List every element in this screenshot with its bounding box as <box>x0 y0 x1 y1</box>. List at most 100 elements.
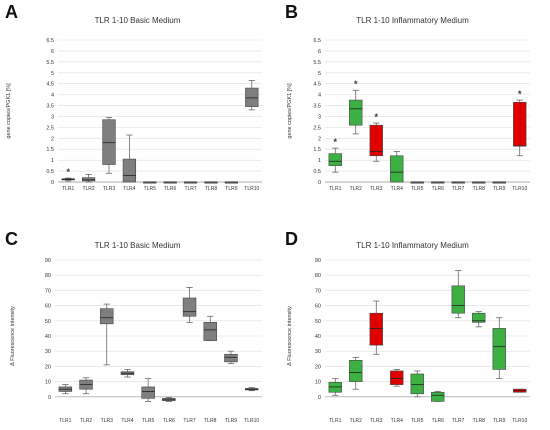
box-rect <box>431 391 445 402</box>
box-tlr2 <box>349 89 363 135</box>
y-tick-label: 1.5 <box>313 147 321 153</box>
y-tick-label: 4 <box>51 93 54 99</box>
chart-title: TLR 1-10 Basic Medium <box>95 241 181 250</box>
box-tlr1 <box>58 384 73 395</box>
panel-d: D TLR 1-10 Inflammatory Medium Δ Fluoresc… <box>275 215 550 430</box>
y-axis-label: Δ Fluorescence intensity <box>10 306 16 366</box>
x-tick-label: TLR10 <box>512 186 527 192</box>
x-tick-label: TLR7 <box>452 186 464 192</box>
panel-a: A TLR 1-10 Basic Medium gene copies/PGK1 … <box>0 0 275 215</box>
x-tick-label: TLR6 <box>164 186 176 192</box>
box-tlr9 <box>224 181 239 184</box>
box-tlr10 <box>244 387 259 392</box>
y-tick-label: 40 <box>45 334 51 340</box>
box-rect <box>203 322 217 341</box>
box-rect <box>100 308 114 325</box>
y-tick-label: 20 <box>315 364 321 370</box>
x-tick-label: TLR4 <box>121 418 133 424</box>
y-tick-label: 1.5 <box>46 147 54 153</box>
y-tick-label: 5.5 <box>313 60 321 66</box>
significance-star: * <box>518 89 522 99</box>
chart-a: TLR 1-10 Basic Medium gene copies/PGK1 [%… <box>6 16 262 192</box>
y-tick-label: 3.5 <box>313 104 321 110</box>
x-tick-label: TLR9 <box>493 186 505 192</box>
y-tick-label: 5 <box>318 71 321 77</box>
chart-d: TLR 1-10 Inflammatory Medium Δ Fluorescen… <box>287 241 530 424</box>
box-rect <box>349 99 363 126</box>
x-tick-label: TLR4 <box>123 186 135 192</box>
box-tlr2 <box>81 174 96 183</box>
chart-title: TLR 1-10 Basic Medium <box>95 16 181 25</box>
box-tlr8 <box>203 315 217 341</box>
x-tick-label: TLR5 <box>411 418 423 424</box>
y-tick-label: 10 <box>45 380 51 386</box>
box-tlr3 <box>369 300 383 355</box>
x-tick-label: TLR10 <box>244 186 259 192</box>
x-tick-label: TLR3 <box>103 186 115 192</box>
x-tick-label: TLR5 <box>142 418 154 424</box>
y-tick-label: 30 <box>315 349 321 355</box>
box-rect <box>492 328 506 370</box>
box-tlr4 <box>390 151 404 183</box>
y-tick-label: 2.5 <box>313 125 321 131</box>
significance-star: * <box>66 167 70 177</box>
y-tick-label: 40 <box>315 334 321 340</box>
box-tlr2 <box>349 356 363 390</box>
x-tick-label: TLR10 <box>244 418 259 424</box>
x-tick-label: TLR8 <box>473 186 485 192</box>
panel-label: C <box>5 229 18 249</box>
box-rect <box>390 370 404 385</box>
y-tick-label: 0 <box>48 395 51 401</box>
y-tick-label: 5 <box>51 71 54 77</box>
box-rect <box>349 360 363 382</box>
y-tick-label: 2 <box>51 136 54 142</box>
y-tick-label: 3 <box>318 114 321 120</box>
x-tick-label: TLR7 <box>452 418 464 424</box>
box-tlr9 <box>492 317 506 379</box>
box-tlr3 <box>369 122 383 162</box>
box-tlr4 <box>390 369 404 387</box>
box-tlr8 <box>472 311 486 328</box>
x-tick-label: TLR2 <box>80 418 92 424</box>
y-tick-label: 50 <box>45 319 51 325</box>
panel-c: C TLR 1-10 Basic Medium Δ Fluorescence in… <box>0 215 275 430</box>
x-tick-label: TLR1 <box>62 186 74 192</box>
box-tlr6 <box>163 181 177 184</box>
box-rect <box>369 124 383 157</box>
x-tick-label: TLR5 <box>144 186 156 192</box>
x-tick-label: TLR3 <box>101 418 113 424</box>
chart-b: TLR 1-10 Inflammatory Medium gene copies/… <box>287 16 530 192</box>
x-tick-label: TLR10 <box>512 418 527 424</box>
x-tick-label: TLR8 <box>473 418 485 424</box>
box-tlr2 <box>79 377 93 395</box>
box-tlr3 <box>102 117 116 174</box>
x-tick-label: TLR6 <box>163 418 175 424</box>
box-rect <box>390 155 404 183</box>
y-tick-label: 6 <box>51 49 54 55</box>
box-tlr6 <box>431 391 445 402</box>
y-tick-label: 30 <box>45 349 51 355</box>
y-tick-label: 70 <box>315 288 321 294</box>
y-tick-label: 4.5 <box>46 82 54 88</box>
box-rect <box>224 353 238 363</box>
x-tick-label: TLR7 <box>183 418 195 424</box>
box-rect <box>328 153 342 166</box>
y-tick-label: 2 <box>318 136 321 142</box>
box-rect <box>141 386 155 399</box>
x-tick-label: TLR2 <box>82 186 94 192</box>
box-tlr1 <box>61 177 75 182</box>
box-rect <box>102 119 116 165</box>
panel-label: B <box>285 2 298 22</box>
box-tlr10 <box>513 99 527 157</box>
y-tick-label: 80 <box>315 273 321 279</box>
box-tlr9 <box>492 181 506 184</box>
chart-title: TLR 1-10 Inflammatory Medium <box>356 16 469 25</box>
y-axis-label: Δ Fluorescence intensity <box>287 306 293 366</box>
y-tick-label: 20 <box>45 364 51 370</box>
significance-star: * <box>354 79 358 89</box>
y-tick-label: 0.5 <box>313 169 321 175</box>
y-tick-label: 6 <box>318 49 321 55</box>
box-tlr8 <box>472 181 486 184</box>
y-tick-label: 80 <box>45 273 51 279</box>
chart-c: TLR 1-10 Basic Medium Δ Fluorescence inte… <box>10 241 262 424</box>
